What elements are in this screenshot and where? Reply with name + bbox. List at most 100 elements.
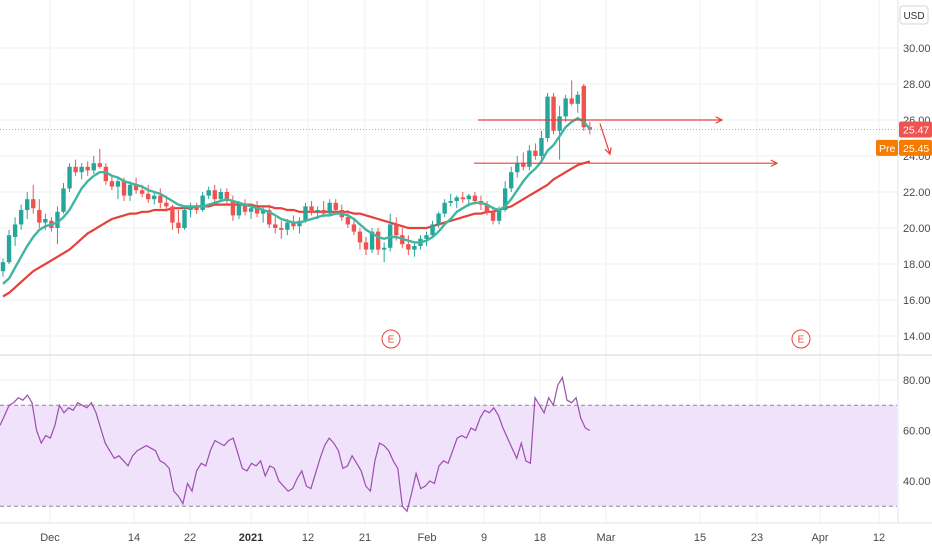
candle[interactable] xyxy=(539,130,544,160)
candle[interactable] xyxy=(297,217,302,234)
candle[interactable] xyxy=(381,242,387,263)
candle[interactable] xyxy=(279,220,284,239)
candle-body xyxy=(224,192,230,201)
support-arrow[interactable] xyxy=(474,159,779,167)
candle[interactable] xyxy=(521,152,526,171)
candle[interactable] xyxy=(127,181,133,201)
candle[interactable] xyxy=(103,163,109,185)
resistance-arrow[interactable] xyxy=(478,116,724,124)
earnings-circle xyxy=(381,329,401,349)
candle[interactable] xyxy=(406,235,411,255)
candle[interactable] xyxy=(515,156,520,178)
candle[interactable] xyxy=(109,175,115,191)
candle[interactable] xyxy=(182,206,187,230)
rsi-series xyxy=(0,375,591,513)
candle-body xyxy=(67,166,72,189)
candle[interactable] xyxy=(194,202,199,214)
earnings-marker[interactable]: E xyxy=(791,329,811,349)
annotation-arrows[interactable] xyxy=(474,116,779,167)
candle[interactable] xyxy=(91,156,96,174)
candle[interactable] xyxy=(79,163,84,180)
candle[interactable] xyxy=(6,229,12,264)
candle[interactable] xyxy=(242,199,248,216)
candle[interactable] xyxy=(533,143,538,160)
candle[interactable] xyxy=(218,188,223,201)
candle[interactable] xyxy=(327,199,332,216)
candle[interactable] xyxy=(31,184,36,214)
candle[interactable] xyxy=(37,199,42,228)
candle[interactable] xyxy=(309,201,314,216)
candle[interactable] xyxy=(212,184,217,203)
candle[interactable] xyxy=(73,159,78,176)
candle[interactable] xyxy=(267,204,272,228)
candle-body xyxy=(212,190,217,200)
candle[interactable] xyxy=(545,93,550,142)
candle[interactable] xyxy=(273,217,278,234)
candle[interactable] xyxy=(55,206,60,245)
candle[interactable] xyxy=(18,204,24,230)
candle-body xyxy=(267,210,272,225)
candle[interactable] xyxy=(375,228,381,255)
candle[interactable] xyxy=(303,202,308,223)
candle[interactable] xyxy=(563,94,568,122)
currency-unit-box[interactable] xyxy=(899,5,929,25)
candle[interactable] xyxy=(152,192,157,205)
moving-average-fast xyxy=(2,116,591,285)
candle[interactable] xyxy=(351,219,357,236)
earnings-marker[interactable]: E xyxy=(381,329,401,349)
candle[interactable] xyxy=(388,213,393,252)
candle[interactable] xyxy=(85,161,90,176)
price-axis[interactable]: 30.0028.0026.0024.0022.0020.0018.0016.00… xyxy=(903,43,931,343)
candle[interactable] xyxy=(412,242,417,257)
time-axis[interactable]: Dec 14 22 2021 12 21 Feb 9 18 Mar 15 23 Apr 12 xyxy=(40,532,885,544)
candle[interactable] xyxy=(200,192,205,212)
candle[interactable] xyxy=(12,217,18,246)
candle-body xyxy=(254,208,260,214)
candle-body xyxy=(375,231,381,250)
candle[interactable] xyxy=(206,186,211,200)
candle[interactable] xyxy=(188,202,193,218)
candle[interactable] xyxy=(557,105,562,160)
candle[interactable] xyxy=(575,91,580,113)
candle[interactable] xyxy=(115,177,121,200)
candle[interactable] xyxy=(224,188,230,205)
candle-body xyxy=(152,195,157,200)
candle-body xyxy=(200,195,205,210)
candle[interactable] xyxy=(61,183,66,214)
candle-body xyxy=(218,192,223,200)
candle[interactable] xyxy=(0,258,6,277)
candle[interactable] xyxy=(509,166,514,192)
candle[interactable] xyxy=(363,237,369,255)
candle[interactable] xyxy=(67,163,72,192)
rsi-axis[interactable]: 80.00 60.00 40.00 xyxy=(903,375,931,488)
candle[interactable] xyxy=(460,192,465,203)
candle[interactable] xyxy=(448,193,453,207)
candle[interactable] xyxy=(424,231,429,246)
candle[interactable] xyxy=(551,93,556,135)
price-tick-label: 20.00 xyxy=(903,223,931,235)
candle[interactable] xyxy=(170,204,175,230)
candle[interactable] xyxy=(357,228,363,250)
candle[interactable] xyxy=(430,220,435,237)
candle[interactable] xyxy=(454,195,459,209)
time-tick-label: 21 xyxy=(359,532,371,544)
candle-body xyxy=(533,150,538,156)
candle[interactable] xyxy=(527,145,532,171)
candle[interactable] xyxy=(436,211,441,228)
candle-body xyxy=(103,166,109,182)
candle[interactable] xyxy=(97,148,102,169)
candle[interactable] xyxy=(345,210,351,228)
rsi-tick-label: 80.00 xyxy=(903,375,931,387)
candle-body xyxy=(363,242,369,250)
candle-body xyxy=(309,206,314,212)
candle[interactable] xyxy=(333,199,338,214)
candle[interactable] xyxy=(146,184,151,203)
candle[interactable] xyxy=(158,188,163,209)
currency-unit[interactable]: USD xyxy=(899,5,929,25)
direction-arrow[interactable] xyxy=(599,123,612,156)
candle[interactable] xyxy=(25,192,30,219)
candle[interactable] xyxy=(176,210,181,234)
candle[interactable] xyxy=(442,199,447,218)
candle[interactable] xyxy=(569,80,574,106)
